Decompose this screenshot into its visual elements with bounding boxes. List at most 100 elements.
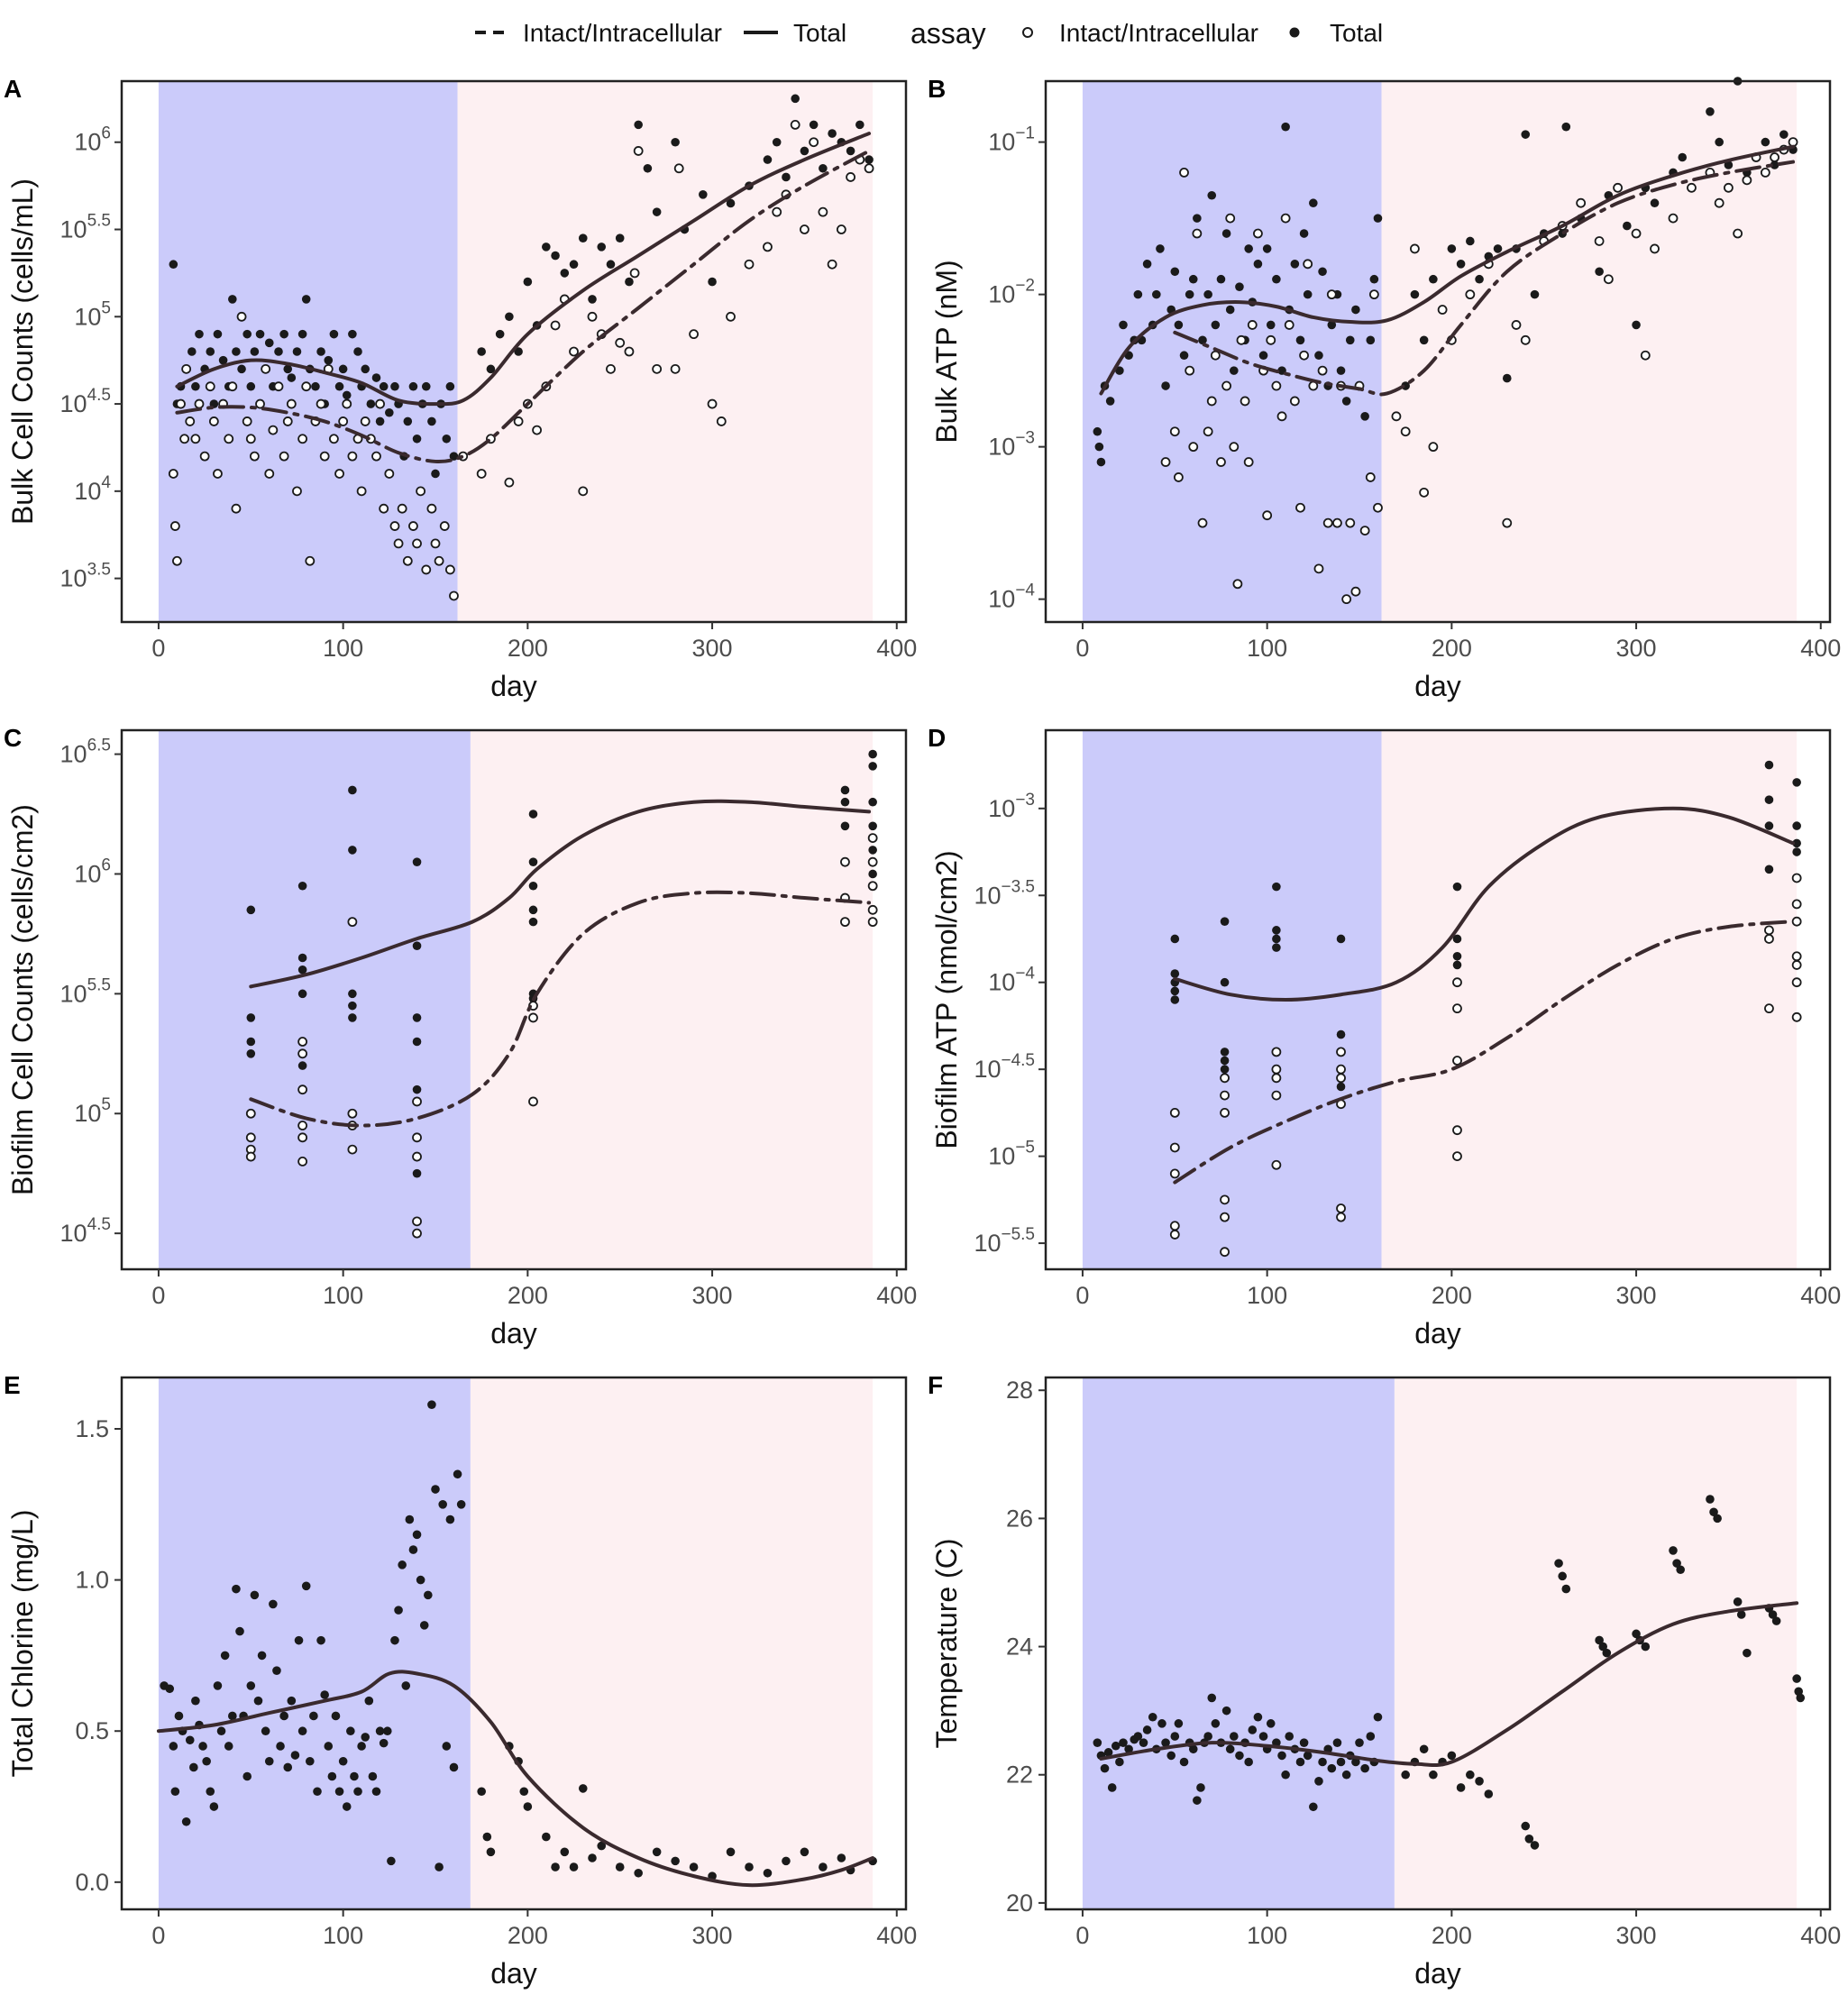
data-point bbox=[1640, 350, 1651, 361]
data-point bbox=[264, 338, 274, 348]
data-point bbox=[1119, 320, 1128, 330]
data-point bbox=[1220, 1212, 1230, 1222]
phase-band-2 bbox=[1394, 1377, 1798, 1909]
data-point bbox=[800, 1847, 810, 1857]
data-point bbox=[1299, 350, 1309, 361]
data-point bbox=[528, 810, 538, 819]
data-point bbox=[1452, 1056, 1462, 1066]
data-point bbox=[1631, 228, 1642, 239]
data-point bbox=[1521, 130, 1531, 139]
data-point bbox=[255, 329, 265, 339]
data-point bbox=[836, 224, 846, 234]
data-point bbox=[1706, 107, 1715, 116]
data-point bbox=[379, 503, 389, 514]
data-point bbox=[1111, 1741, 1121, 1751]
data-point bbox=[1419, 335, 1429, 345]
data-point bbox=[1266, 320, 1276, 330]
data-point bbox=[1437, 305, 1448, 315]
data-point bbox=[206, 1787, 215, 1797]
data-point bbox=[257, 1651, 267, 1661]
data-point bbox=[1598, 1642, 1608, 1652]
data-point bbox=[1309, 198, 1318, 208]
data-point bbox=[438, 1499, 447, 1509]
data-point bbox=[431, 1485, 440, 1494]
chart-svg-e: 0 100 200 300 400 0.0 0.5 1.0 1.5 day Total Chlori… bbox=[4, 1371, 917, 1990]
data-point bbox=[1220, 1247, 1230, 1258]
series-intact-intracellular bbox=[245, 833, 878, 1239]
data-point bbox=[1373, 1712, 1383, 1722]
data-point bbox=[1220, 1048, 1230, 1057]
data-point bbox=[1318, 267, 1327, 277]
data-point bbox=[1220, 1073, 1230, 1084]
data-point bbox=[1493, 244, 1503, 253]
data-point bbox=[1429, 274, 1438, 284]
data-point bbox=[1632, 320, 1641, 330]
data-point bbox=[1272, 943, 1281, 952]
data-point bbox=[1650, 198, 1660, 208]
data-point bbox=[523, 1802, 533, 1811]
x-tick-label: 100 bbox=[1247, 635, 1287, 662]
data-point bbox=[868, 762, 877, 771]
data-point bbox=[416, 1575, 425, 1585]
data-point bbox=[1530, 1841, 1540, 1850]
data-point bbox=[1466, 236, 1475, 246]
data-point bbox=[427, 416, 436, 426]
data-point bbox=[1366, 335, 1376, 345]
y-tick-label: 10−5 bbox=[988, 1139, 1035, 1170]
data-point bbox=[1318, 1757, 1327, 1767]
data-point bbox=[287, 1696, 297, 1706]
y-tick-label: 10−1 bbox=[988, 124, 1035, 156]
y-axis-title: Temperature (C) bbox=[930, 1539, 963, 1749]
data-point bbox=[1391, 411, 1402, 422]
data-point bbox=[313, 1787, 322, 1797]
data-point bbox=[1220, 1065, 1230, 1074]
data-point bbox=[297, 953, 307, 963]
data-point bbox=[1561, 122, 1571, 132]
data-point bbox=[486, 364, 496, 374]
data-point bbox=[1221, 380, 1232, 391]
data-point bbox=[569, 346, 579, 357]
data-point bbox=[347, 451, 358, 462]
data-point bbox=[1791, 916, 1802, 927]
data-point bbox=[1271, 1090, 1282, 1101]
data-point bbox=[442, 434, 452, 444]
data-point bbox=[220, 1651, 230, 1661]
data-point bbox=[191, 1696, 200, 1706]
y-axis-title: Total Chlorine (mg/L) bbox=[6, 1510, 39, 1778]
data-point bbox=[430, 538, 441, 549]
data-point bbox=[1093, 426, 1102, 436]
data-point bbox=[1170, 995, 1180, 1004]
data-point bbox=[1336, 1212, 1346, 1222]
data-point bbox=[763, 1868, 773, 1878]
data-point bbox=[772, 206, 782, 217]
data-point bbox=[551, 1862, 560, 1871]
legend-open-circle-key bbox=[1022, 27, 1033, 38]
data-point bbox=[1258, 351, 1268, 361]
data-point bbox=[329, 434, 339, 444]
data-point bbox=[1502, 373, 1512, 383]
data-point bbox=[1327, 320, 1337, 330]
data-point bbox=[279, 329, 288, 339]
data-point bbox=[1188, 274, 1198, 284]
data-point bbox=[297, 1156, 308, 1167]
data-point bbox=[172, 555, 182, 566]
y-tick-label: 105 bbox=[74, 298, 111, 330]
data-point bbox=[334, 469, 344, 479]
data-point bbox=[486, 1847, 496, 1857]
data-point bbox=[232, 1584, 241, 1594]
data-point bbox=[528, 857, 538, 866]
y-tick-label: 10−4.5 bbox=[974, 1051, 1035, 1083]
data-point bbox=[412, 1530, 422, 1540]
data-point bbox=[290, 1751, 300, 1760]
data-point bbox=[301, 295, 311, 304]
data-point bbox=[393, 538, 404, 549]
data-point bbox=[528, 881, 538, 891]
data-point bbox=[1115, 1757, 1124, 1767]
data-point bbox=[606, 363, 616, 374]
data-point bbox=[375, 416, 385, 426]
data-point bbox=[1336, 1029, 1346, 1039]
data-point bbox=[1332, 517, 1342, 528]
data-point bbox=[292, 347, 302, 356]
data-point bbox=[1272, 926, 1281, 935]
data-point bbox=[1169, 1221, 1180, 1231]
